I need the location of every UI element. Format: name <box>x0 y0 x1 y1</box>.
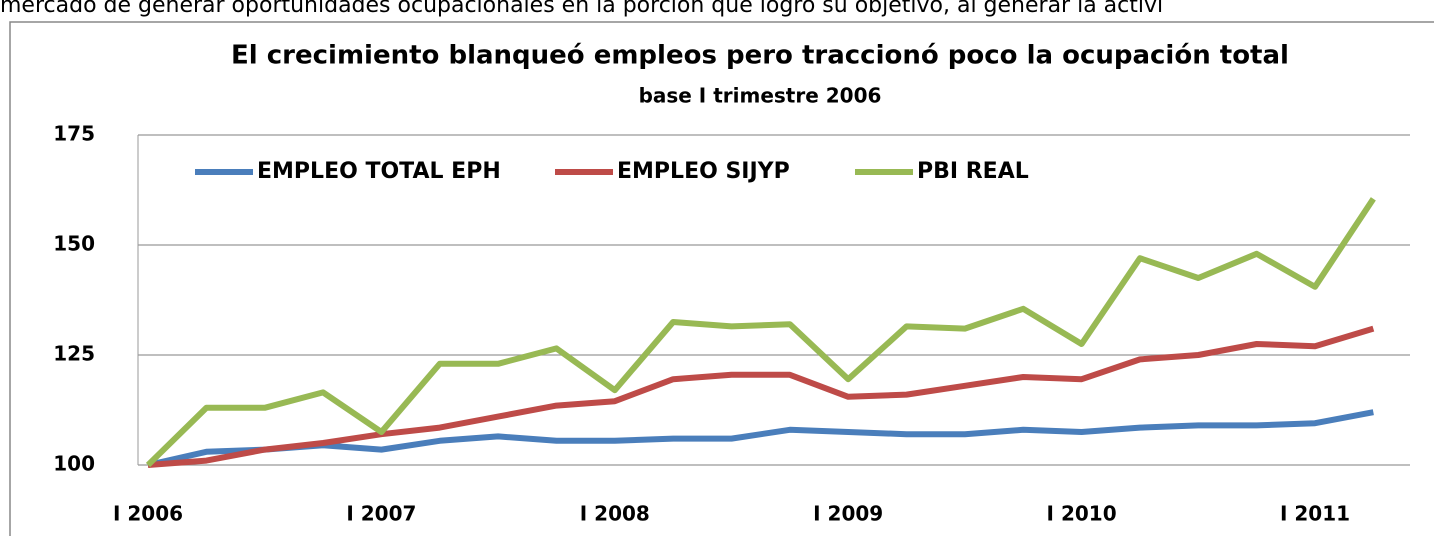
x-tick-label: I 2010 <box>1047 502 1117 526</box>
x-tick-label: I 2008 <box>580 502 650 526</box>
series-line <box>147 409 1374 468</box>
y-tick-label: 125 <box>53 342 95 366</box>
legend-label: EMPLEO TOTAL EPH <box>257 159 501 184</box>
page-text: mercado de generar oportunidades ocupaci… <box>0 0 1163 18</box>
y-tick-label: 150 <box>53 232 95 256</box>
x-tick-label: I 2011 <box>1280 502 1350 526</box>
x-tick-label: I 2009 <box>813 502 883 526</box>
y-tick-label: 100 <box>53 452 95 476</box>
x-tick-label: I 2006 <box>113 502 183 526</box>
legend-label: EMPLEO SIJYP <box>617 159 790 184</box>
series-line <box>145 197 1376 468</box>
series-line <box>147 325 1375 468</box>
x-tick-label: I 2007 <box>346 502 416 526</box>
chart-title: El crecimiento blanqueó empleos pero tra… <box>231 41 1289 71</box>
legend-label: PBI REAL <box>917 159 1029 184</box>
y-tick-label: 175 <box>53 122 95 146</box>
chart-subtitle: base I trimestre 2006 <box>639 84 882 108</box>
